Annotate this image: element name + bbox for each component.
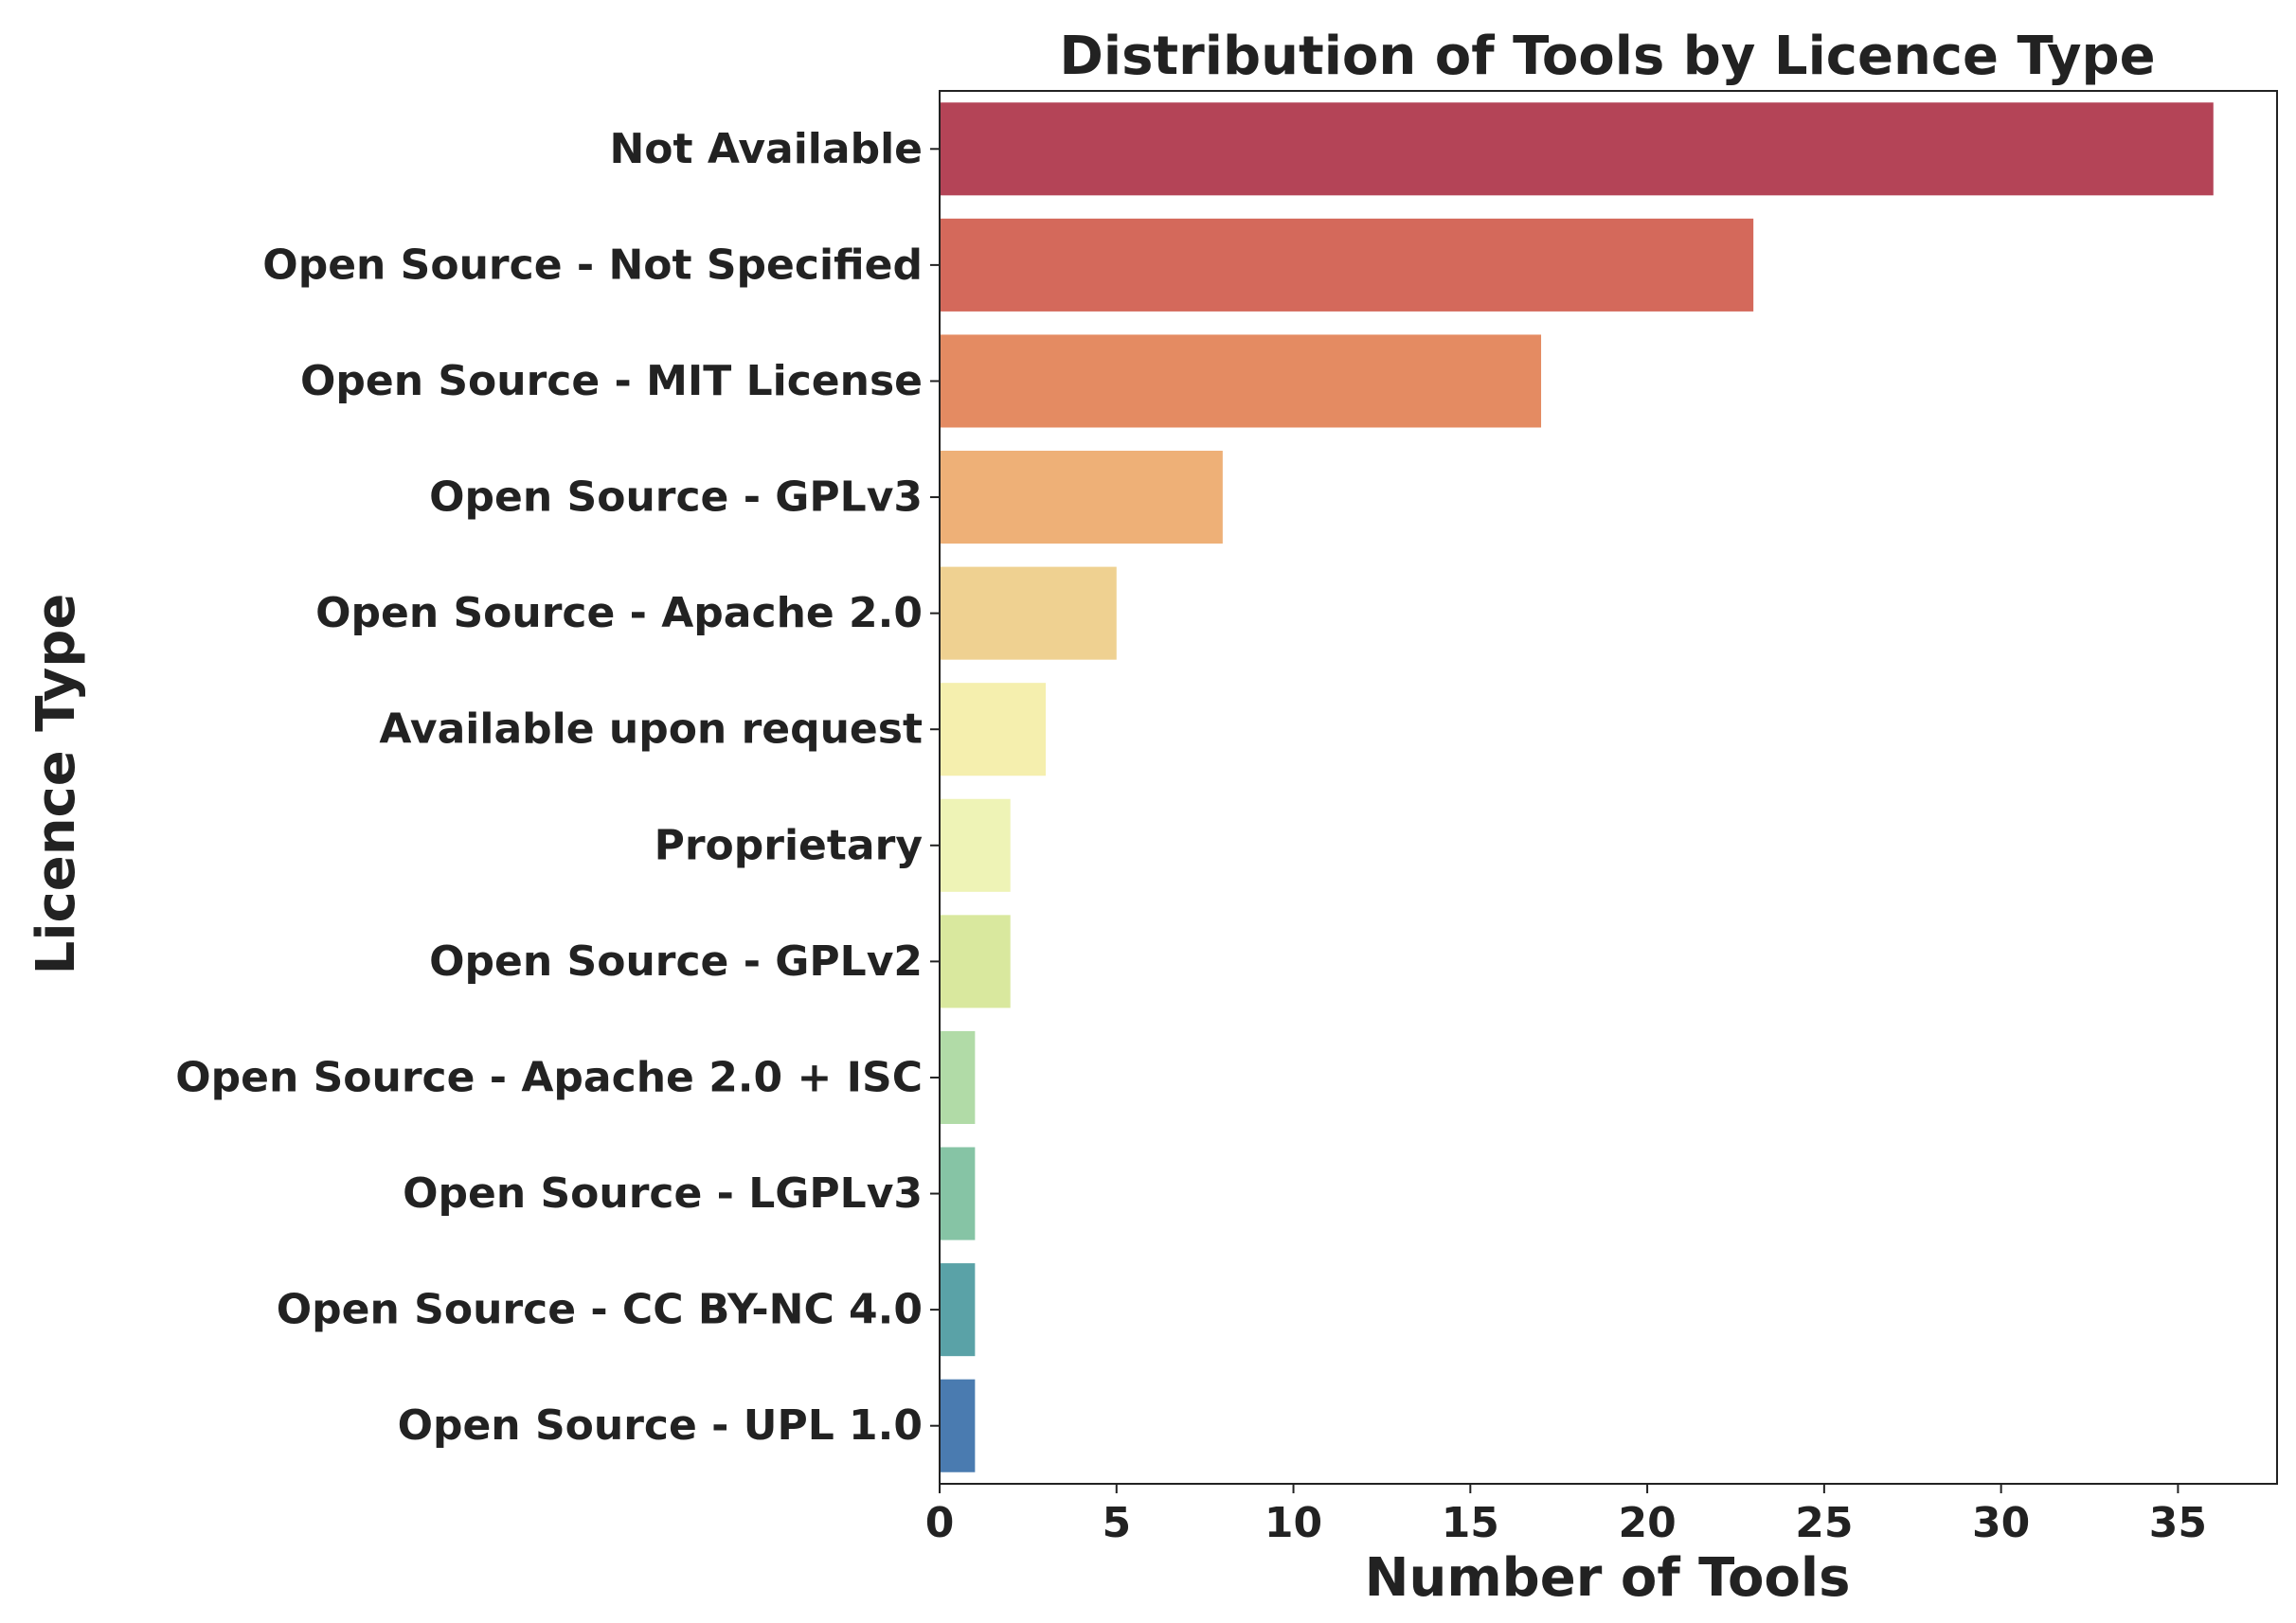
- x-tick-label: 15: [1442, 1499, 1499, 1547]
- y-tick-label: Open Source - MIT License: [300, 357, 923, 405]
- bars-group: [940, 102, 2214, 1472]
- x-tick-label: 10: [1265, 1499, 1322, 1547]
- x-tick-label: 0: [925, 1499, 955, 1547]
- plot-frame: [939, 90, 2278, 1485]
- y-tick-label: Proprietary: [655, 821, 923, 869]
- x-tick-label: 5: [1102, 1499, 1131, 1547]
- bar-8: [940, 1030, 976, 1124]
- y-axis-label: Licence Type: [26, 594, 87, 975]
- bar-4: [940, 566, 1117, 660]
- y-tick-label: Open Source - GPLv2: [429, 937, 923, 986]
- y-tick-label: Open Source - Apache 2.0: [315, 589, 923, 637]
- y-tick-label: Open Source - Not Specified: [262, 241, 923, 289]
- x-axis-label: Number of Tools: [1365, 1547, 1851, 1609]
- bar-2: [940, 334, 1542, 428]
- y-tick-label: Available upon request: [379, 705, 923, 754]
- plot-border: [939, 90, 2278, 1485]
- bar-9: [940, 1147, 976, 1240]
- x-tick-label: 30: [1972, 1499, 2030, 1547]
- y-tick-label: Open Source - GPLv3: [429, 473, 923, 522]
- bar-11: [940, 1379, 976, 1472]
- bar-10: [940, 1263, 976, 1357]
- bar-3: [940, 451, 1223, 544]
- bar-5: [940, 683, 1047, 776]
- bar-6: [940, 798, 1011, 892]
- y-tick-label: Open Source - UPL 1.0: [398, 1401, 923, 1450]
- x-tick-label: 35: [2149, 1499, 2207, 1547]
- y-tick-label: Open Source - CC BY-NC 4.0: [277, 1286, 923, 1334]
- chart-title: Distribution of Tools by Licence Type: [1059, 26, 2155, 87]
- y-tick-label: Not Available: [609, 125, 923, 173]
- y-tick-label: Open Source - Apache 2.0 + ISC: [175, 1053, 923, 1101]
- bar-0: [940, 102, 2214, 196]
- y-tick-label: Open Source - LGPLv3: [403, 1169, 923, 1218]
- bar-1: [940, 218, 1754, 312]
- x-tick-labels: 0 5 10 15 20 25 30 35: [925, 1484, 2207, 1547]
- x-tick-label: 20: [1618, 1499, 1676, 1547]
- x-tick-label: 25: [1795, 1499, 1853, 1547]
- bar-7: [940, 915, 1011, 1008]
- y-tick-labels: Not Available Open Source - Not Specified…: [175, 125, 940, 1450]
